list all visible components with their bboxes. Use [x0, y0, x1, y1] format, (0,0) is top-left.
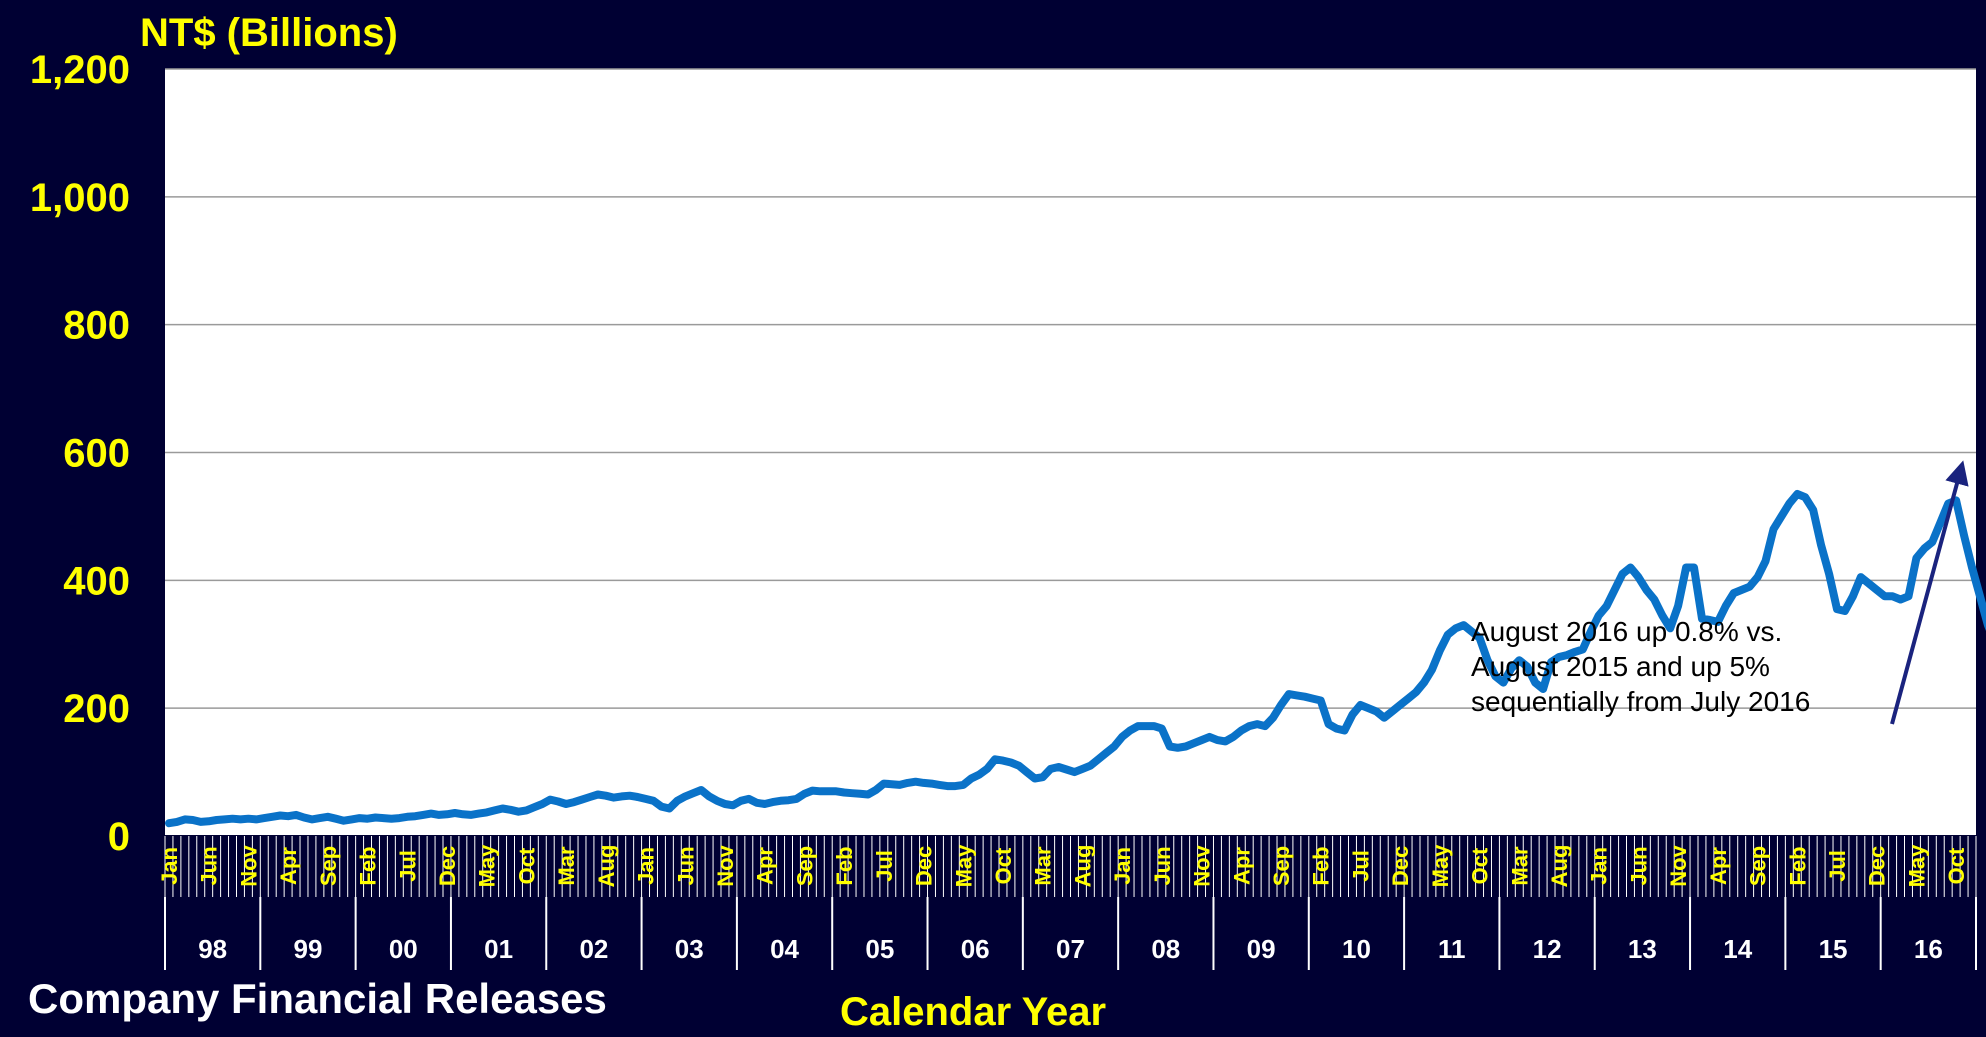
x-month-label: Dec: [912, 846, 937, 886]
chart-title: NT$ (Billions): [140, 11, 398, 55]
x-month-label: Sep: [1746, 846, 1771, 886]
x-month-label: Dec: [435, 846, 460, 886]
x-year-label: 05: [865, 934, 894, 964]
x-month-label: Mar: [1507, 846, 1532, 886]
source-note: Company Financial Releases: [28, 975, 607, 1022]
x-year-label: 12: [1533, 934, 1562, 964]
x-month-label: Aug: [594, 845, 619, 888]
x-year-label: 13: [1628, 934, 1657, 964]
x-year-label: 08: [1151, 934, 1180, 964]
x-axis: Jan Jun Nov Apr Sep Feb Jul Dec May Oct Mar Aug Jan J…: [157, 835, 1977, 970]
x-month-label: Aug: [1070, 845, 1095, 888]
annotation: August 2016 up 0.8% vs. August 2015 and u…: [1471, 460, 1969, 725]
x-month-label: Sep: [1269, 846, 1294, 886]
x-month-label: Apr: [1229, 847, 1254, 885]
y-tick-label: 600: [63, 432, 130, 476]
x-month-label: Sep: [792, 846, 817, 886]
x-month-label: Nov: [713, 844, 738, 886]
x-year-label: 99: [294, 934, 323, 964]
x-month-label: Jul: [395, 850, 420, 882]
y-tick-label: 0: [108, 815, 130, 859]
y-tick-label: 1,000: [30, 176, 130, 220]
x-month-label: Oct: [991, 847, 1016, 884]
x-month-label: Nov: [1190, 844, 1215, 886]
x-month-label: Dec: [1865, 846, 1890, 886]
x-year-label: 07: [1056, 934, 1085, 964]
x-year-label: 11: [1438, 934, 1466, 964]
annotation-text-line: August 2015 and up 5%: [1471, 651, 1770, 682]
x-year-label: 14: [1723, 934, 1752, 964]
x-month-label: Oct: [514, 847, 539, 884]
x-month-label: Feb: [832, 846, 857, 885]
x-month-label: Oct: [1944, 847, 1969, 884]
annotation-arrow: [1890, 460, 1969, 725]
x-month-label: Jul: [872, 850, 897, 882]
x-month-label: Jan: [157, 847, 182, 885]
x-year-label: 15: [1819, 934, 1848, 964]
x-month-label: Jun: [1626, 846, 1651, 885]
x-month-label: Sep: [316, 846, 341, 886]
x-month-label: Dec: [1388, 846, 1413, 886]
x-month-label: May: [1904, 844, 1929, 888]
x-month-label: Jun: [1150, 846, 1175, 885]
y-axis-ticks: 0 200 400 600 800 1,000 1,200: [30, 48, 130, 859]
x-month-label: May: [1428, 844, 1453, 888]
x-year-label: 16: [1914, 934, 1943, 964]
x-year-label: 01: [484, 934, 513, 964]
x-month-label: Aug: [1547, 845, 1572, 888]
x-month-label: May: [475, 844, 500, 888]
x-year-label: 98: [198, 934, 227, 964]
series-line-layer: [165, 490, 1986, 828]
x-month-label: Jan: [1110, 847, 1135, 885]
x-month-label: Jan: [1587, 847, 1612, 885]
x-month-label: Apr: [276, 847, 301, 885]
x-month-label: Oct: [1468, 847, 1493, 884]
annotation-text-line: sequentially from July 2016: [1471, 686, 1810, 717]
x-year-label: 09: [1247, 934, 1276, 964]
y-tick-label: 1,200: [30, 48, 130, 92]
x-month-label: Jul: [1825, 850, 1850, 882]
x-month-label: Feb: [1785, 846, 1810, 885]
x-axis-label: Calendar Year: [840, 990, 1106, 1034]
x-month-label: Jan: [634, 847, 659, 885]
x-month-label: Mar: [554, 846, 579, 886]
x-year-label: 02: [579, 934, 608, 964]
x-year-label: 10: [1342, 934, 1371, 964]
x-month-label: Feb: [356, 846, 381, 885]
x-month-label: Jul: [1348, 850, 1373, 882]
x-month-label: May: [951, 844, 976, 888]
annotation-text-line: August 2016 up 0.8% vs.: [1471, 616, 1782, 647]
y-tick-label: 800: [63, 304, 130, 348]
x-month-label: Jun: [197, 846, 222, 885]
x-month-label: Apr: [1706, 847, 1731, 885]
x-month-label: Apr: [753, 847, 778, 885]
x-month-label: Jun: [673, 846, 698, 885]
x-month-label: Mar: [1031, 846, 1056, 886]
gridlines: [165, 68, 1976, 709]
revenue-series-line: [165, 490, 1986, 828]
x-year-label: 00: [389, 934, 418, 964]
y-tick-label: 200: [63, 687, 130, 731]
x-month-label: Nov: [236, 844, 261, 886]
x-month-label: Feb: [1309, 846, 1334, 885]
x-year-label: 03: [675, 934, 704, 964]
x-year-label: 04: [770, 934, 799, 964]
x-year-label: 06: [961, 934, 990, 964]
y-tick-label: 400: [63, 559, 130, 603]
x-month-label: Nov: [1666, 844, 1691, 886]
